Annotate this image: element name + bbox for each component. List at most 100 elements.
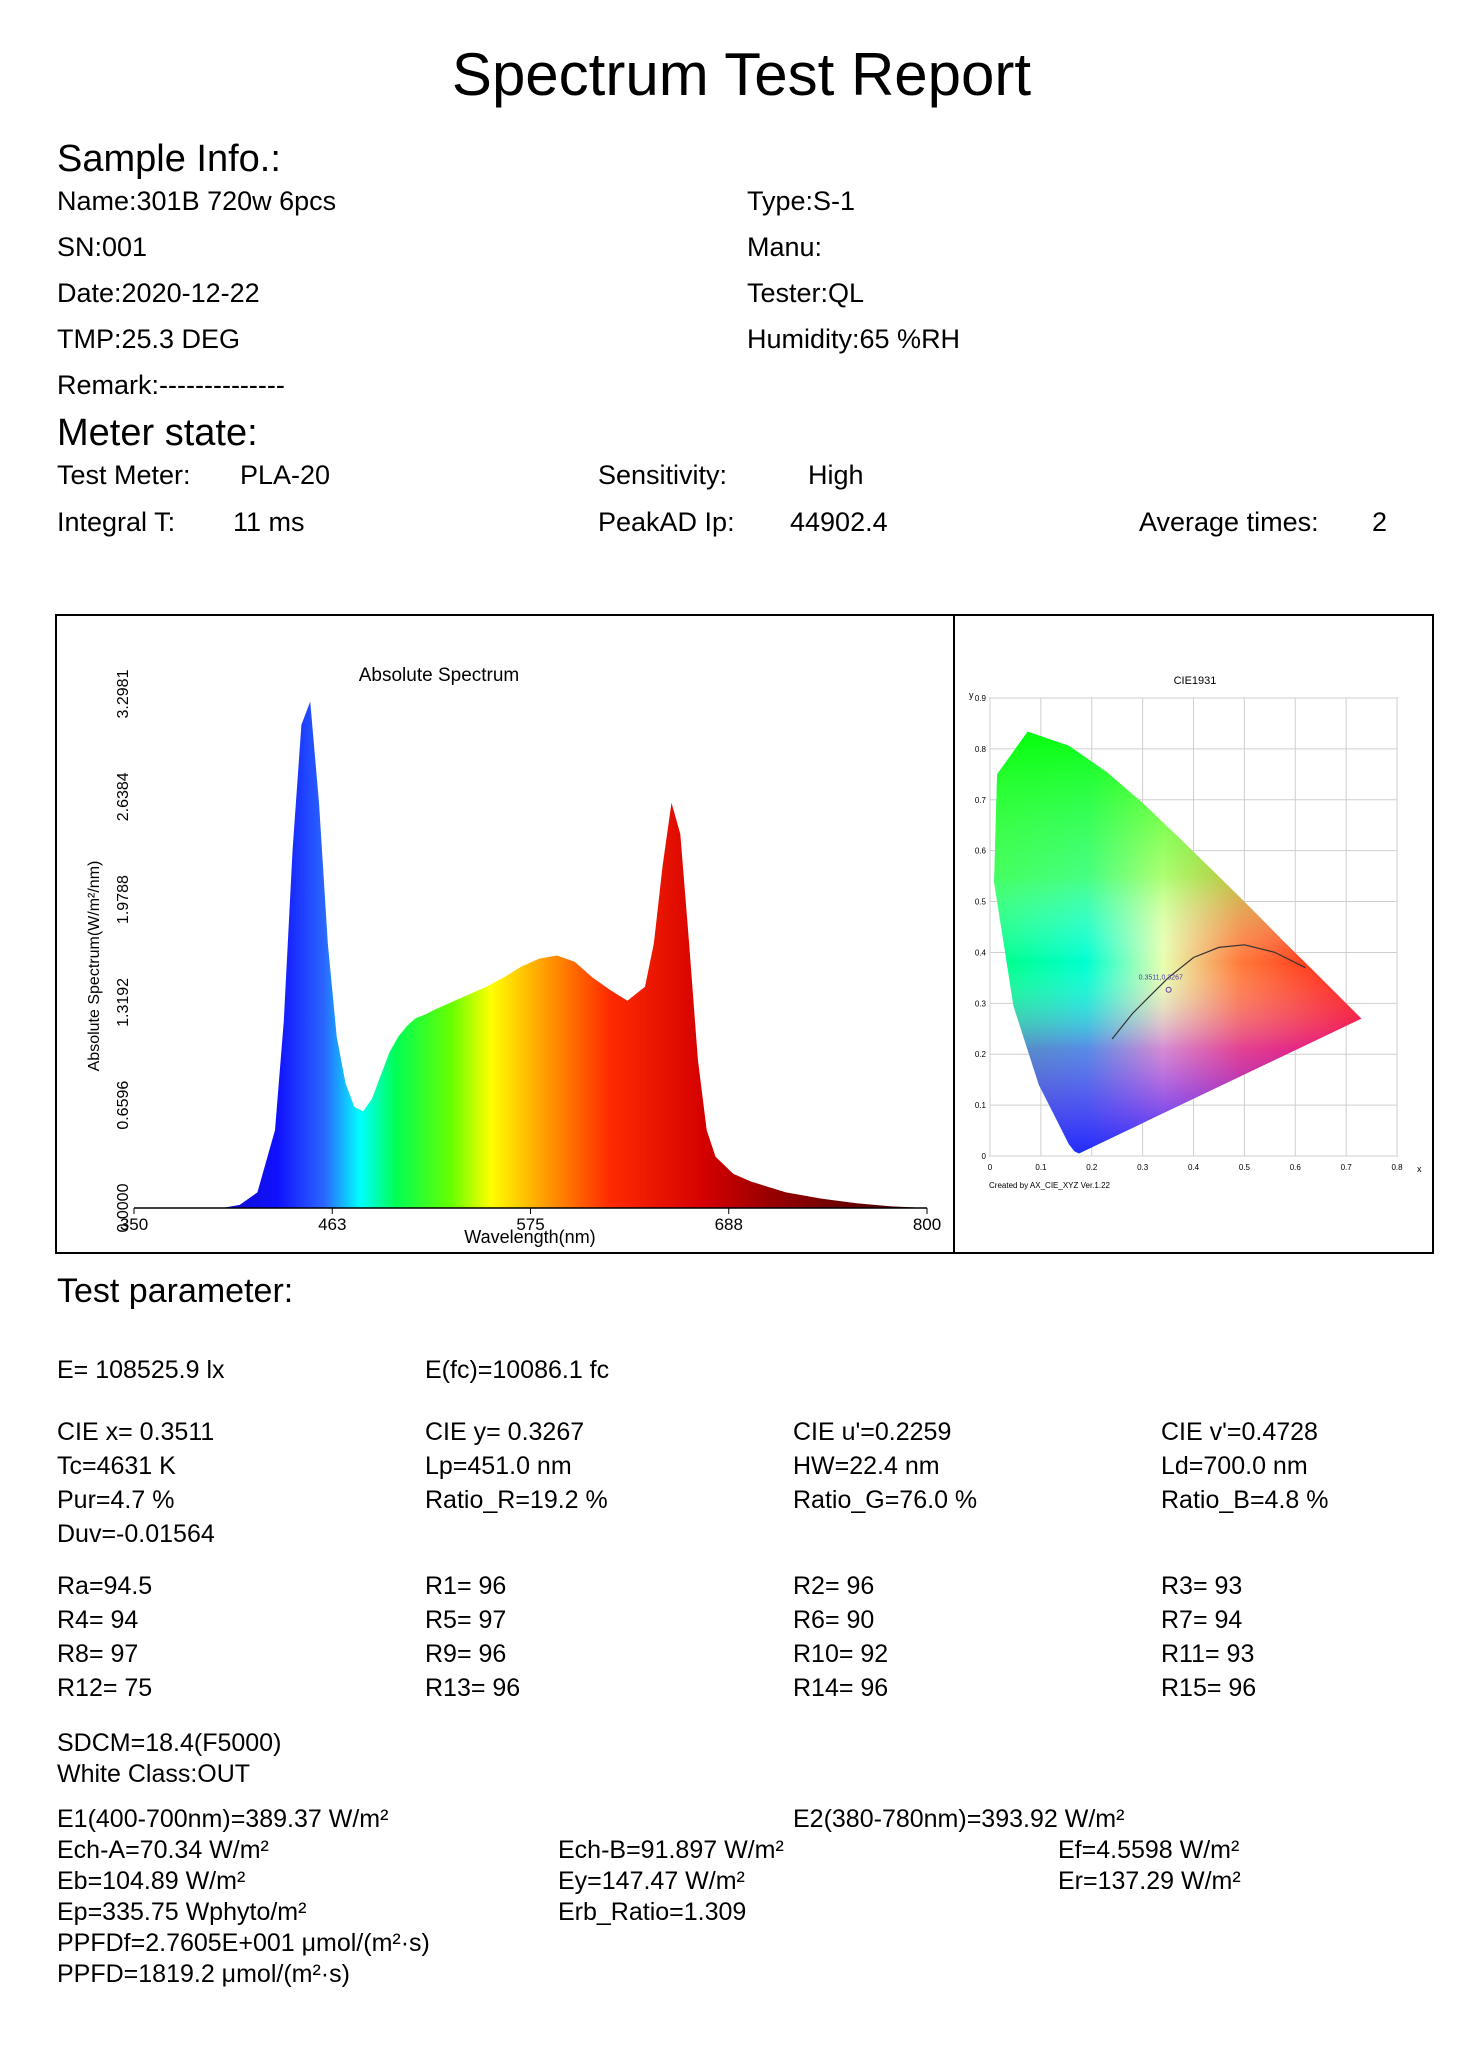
param-pur: Pur=4.7 %: [57, 1486, 175, 1514]
param-cie-v: CIE v'=0.4728: [1161, 1418, 1318, 1446]
test-meter-label: Test Meter:: [57, 460, 191, 490]
test-parameter-heading: Test parameter:: [57, 1272, 294, 1310]
param-r11: R11= 93: [1161, 1640, 1255, 1668]
param-erb-ratio: Erb_Ratio=1.309: [558, 1898, 747, 1926]
param-eb: Eb=104.89 W/m²: [57, 1867, 246, 1895]
cie-y-tick-label: 0.8: [975, 745, 987, 754]
report-title: Spectrum Test Report: [451, 41, 1032, 108]
cie-y-tick-label: 0.6: [975, 847, 987, 856]
param-r1: R1= 96: [425, 1572, 507, 1600]
sensitivity-value: High: [808, 460, 864, 490]
param-r10: R10= 92: [793, 1640, 889, 1668]
param-cie-x: CIE x= 0.3511: [57, 1418, 215, 1446]
spectrum-y-tick-label: 1.9788: [115, 875, 132, 924]
spectrum-area: [134, 701, 927, 1208]
param-r7: R7= 94: [1161, 1606, 1243, 1634]
param-r14: R14= 96: [793, 1674, 889, 1702]
cie-x-tick-label: 0.6: [1290, 1163, 1302, 1172]
param-ratio-r: Ratio_R=19.2 %: [425, 1486, 608, 1514]
cie-x-tick-label: 0.1: [1035, 1163, 1047, 1172]
cie-y-tick-label: 0: [982, 1152, 987, 1161]
param-r13: R13= 96: [425, 1674, 521, 1702]
param-r9: R9= 96: [425, 1640, 507, 1668]
cie-y-tick-label: 0.2: [975, 1050, 987, 1059]
spectrum-title: Absolute Spectrum: [359, 665, 520, 686]
cie-x-tick-label: 0.2: [1086, 1163, 1098, 1172]
spectrum-y-tick-label: 0.0000: [115, 1183, 132, 1232]
spectrum-chart: Absolute Spectrum Absolute Spectrum(W/m²…: [86, 665, 941, 1247]
spectrum-x-tick-label: 575: [516, 1215, 544, 1234]
param-e1: E1(400-700nm)=389.37 W/m²: [57, 1805, 389, 1833]
spectrum-x-tick-label: 463: [318, 1215, 346, 1234]
sample-type: Type:S-1: [747, 186, 856, 216]
cie-y-tick-label: 0.4: [975, 948, 987, 957]
param-duv: Duv=-0.01564: [57, 1520, 215, 1548]
sample-name: Name:301B 720w 6pcs: [57, 186, 337, 216]
cie-planckian-locus: [1111, 944, 1306, 1040]
param-cie-y: CIE y= 0.3267: [425, 1418, 585, 1446]
param-efc: E(fc)=10086.1 fc: [425, 1356, 610, 1384]
sample-remark: Remark:--------------: [57, 370, 285, 400]
cie-color-point: [1165, 986, 1172, 993]
sample-humidity: Humidity:65 %RH: [747, 324, 961, 354]
param-r4: R4= 94: [57, 1606, 139, 1634]
spectrum-x-label: Wavelength(nm): [464, 1227, 595, 1247]
param-ppfd: PPFD=1819.2 μmol/(m²·s): [57, 1960, 350, 1988]
cie-x-tick-label: 0.4: [1188, 1163, 1200, 1172]
cie-chart: CIE1931 y x Created by AX_CIE_XYZ Ver.1.…: [969, 675, 1422, 1190]
param-ra: Ra=94.5: [57, 1572, 153, 1600]
param-ld: Ld=700.0 nm: [1161, 1452, 1308, 1480]
cie-footer-note: Created by AX_CIE_XYZ Ver.1.22: [989, 1181, 1111, 1190]
param-cie-u: CIE u'=0.2259: [793, 1418, 952, 1446]
peakad-value: 44902.4: [790, 507, 888, 537]
param-r3: R3= 93: [1161, 1572, 1243, 1600]
cie-title: CIE1931: [1174, 675, 1217, 687]
cie-y-axis-label: y: [969, 690, 974, 700]
spectrum-y-tick-label: 0.6596: [115, 1081, 132, 1130]
average-times-label: Average times:: [1139, 507, 1319, 537]
param-lp: Lp=451.0 nm: [425, 1452, 572, 1480]
meter-state-heading: Meter state:: [57, 412, 258, 454]
param-ech-a: Ech-A=70.34 W/m²: [57, 1836, 269, 1864]
integral-label: Integral T:: [57, 507, 176, 537]
param-r5: R5= 97: [425, 1606, 507, 1634]
param-ef: Ef=4.5598 W/m²: [1058, 1836, 1240, 1864]
cie-x-tick-label: 0.3: [1137, 1163, 1149, 1172]
param-sdcm: SDCM=18.4(F5000): [57, 1729, 282, 1757]
param-e2: E2(380-780nm)=393.92 W/m²: [793, 1805, 1125, 1833]
sample-manu: Manu:: [747, 232, 823, 262]
param-ppfdf: PPFDf=2.7605E+001 μmol/(m²·s): [57, 1929, 430, 1957]
sample-tmp: TMP:25.3 DEG: [57, 324, 241, 354]
param-ratio-b: Ratio_B=4.8 %: [1161, 1486, 1329, 1514]
param-r6: R6= 90: [793, 1606, 875, 1634]
sample-tester: Tester:QL: [747, 278, 865, 308]
spectrum-y-label: Absolute Spectrum(W/m²/nm): [86, 861, 103, 1072]
param-ey: Ey=147.47 W/m²: [558, 1867, 745, 1895]
cie-x-tick-label: 0: [988, 1163, 993, 1172]
cie-panel: CIE1931 y x Created by AX_CIE_XYZ Ver.1.…: [953, 614, 1434, 1254]
param-ech-b: Ech-B=91.897 W/m²: [558, 1836, 784, 1864]
spectrum-y-tick-label: 2.6384: [115, 772, 132, 821]
cie-y-tick-label: 0.3: [975, 999, 987, 1008]
param-r2: R2= 96: [793, 1572, 875, 1600]
spectrum-x-tick-label: 688: [715, 1215, 743, 1234]
cie-y-tick-label: 0.1: [975, 1101, 987, 1110]
param-white-class: White Class:OUT: [57, 1760, 251, 1788]
spectrum-y-tick-label: 3.2981: [115, 669, 132, 718]
spectrum-x-tick-label: 350: [120, 1215, 148, 1234]
cie-y-tick-label: 0.9: [975, 694, 987, 703]
param-ep: Ep=335.75 Wphyto/m²: [57, 1898, 307, 1926]
cie-x-tick-label: 0.5: [1239, 1163, 1251, 1172]
param-er: Er=137.29 W/m²: [1058, 1867, 1241, 1895]
cie-y-tick-label: 0.7: [975, 796, 987, 805]
sample-info-heading: Sample Info.:: [57, 138, 281, 180]
spectrum-x-tick-label: 800: [913, 1215, 941, 1234]
spectrum-panel: Absolute Spectrum Absolute Spectrum(W/m²…: [55, 614, 955, 1254]
param-tc: Tc=4631 K: [57, 1452, 176, 1480]
param-r12: R12= 75: [57, 1674, 153, 1702]
cie-point-label: 0.3511,0.3267: [1139, 975, 1183, 982]
cie-x-tick-label: 0.8: [1391, 1163, 1403, 1172]
average-times-value: 2: [1372, 507, 1388, 537]
param-hw: HW=22.4 nm: [793, 1452, 940, 1480]
param-ratio-g: Ratio_G=76.0 %: [793, 1486, 978, 1514]
